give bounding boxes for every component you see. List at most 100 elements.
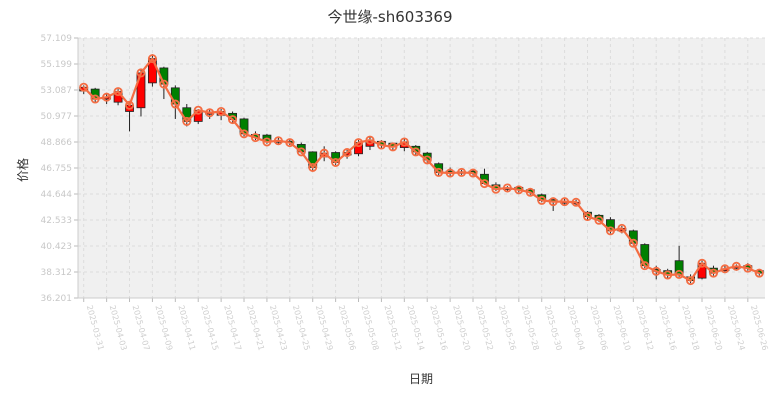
close-price-point — [296, 147, 306, 157]
x-tick-label: 2025-05-20 — [451, 304, 472, 351]
close-price-point — [491, 184, 501, 194]
close-price-point — [170, 99, 180, 109]
close-price-point — [445, 168, 455, 178]
close-price-point — [479, 179, 489, 189]
x-tick-label: 2025-04-29 — [314, 304, 335, 351]
x-axis-label: 日期 — [409, 372, 433, 386]
close-price-point — [434, 167, 444, 177]
close-price-point — [525, 187, 535, 197]
close-price-point — [640, 261, 650, 271]
close-price-line — [82, 57, 761, 282]
close-price-point — [285, 138, 295, 148]
close-price-point — [571, 197, 581, 207]
x-tick-label: 2025-04-09 — [153, 304, 174, 351]
x-tick-label: 2025-04-23 — [268, 304, 289, 351]
close-price-point — [193, 105, 203, 115]
x-tick-label: 2025-06-10 — [611, 304, 632, 351]
x-tick-label: 2025-05-26 — [497, 304, 518, 351]
close-price-point — [376, 140, 386, 150]
close-price-point — [102, 92, 112, 102]
close-price-point — [583, 212, 593, 222]
close-price-point — [731, 261, 741, 271]
close-price-point — [514, 185, 524, 195]
x-tick-label: 2025-05-30 — [543, 304, 564, 351]
close-price-point — [663, 270, 673, 280]
x-tick-label: 2025-06-12 — [634, 304, 655, 351]
x-tick-label: 2025-04-21 — [245, 304, 266, 351]
close-price-point — [502, 183, 512, 193]
close-price-point — [594, 215, 604, 225]
close-price-point — [365, 135, 375, 145]
x-tick-label: 2025-04-15 — [199, 304, 220, 351]
x-tick-label: 2025-05-22 — [474, 304, 495, 351]
close-price-point — [468, 168, 478, 178]
close-price-point — [628, 238, 638, 248]
close-price-point — [720, 264, 730, 274]
close-price-point — [617, 223, 627, 233]
close-price-point — [136, 68, 146, 78]
x-tick-label: 2025-06-18 — [680, 304, 701, 351]
x-tick-label: 2025-04-11 — [176, 304, 197, 351]
close-price-point — [113, 87, 123, 97]
x-tick-label: 2025-06-04 — [566, 304, 587, 351]
close-price-point — [216, 106, 226, 116]
close-price-point — [308, 162, 318, 172]
y-axis-label: 价格 — [15, 158, 30, 182]
close-price-point — [422, 155, 432, 165]
close-price-point — [331, 157, 341, 167]
x-tick-label: 2025-06-26 — [749, 304, 770, 351]
close-price-point — [273, 136, 283, 146]
y-tick-label: 53.087 — [41, 86, 73, 96]
y-tick-label: 46.755 — [41, 164, 73, 174]
x-tick-label: 2025-06-24 — [726, 304, 747, 351]
x-tick-label: 2025-06-06 — [589, 304, 610, 351]
y-tick-label: 57.109 — [41, 34, 73, 44]
x-tick-label: 2025-05-14 — [405, 304, 426, 351]
close-price-point — [697, 258, 707, 268]
close-price-point — [537, 195, 547, 205]
x-tick-label: 2025-05-16 — [428, 304, 449, 351]
close-price-point — [651, 266, 661, 276]
x-tick-label: 2025-04-07 — [131, 304, 152, 351]
close-price-point — [388, 142, 398, 152]
close-price-point — [354, 138, 364, 148]
x-tick-label: 2025-06-20 — [703, 304, 724, 351]
y-tick-label: 38.312 — [41, 268, 73, 278]
close-price-point — [457, 167, 467, 177]
close-price-point — [159, 79, 169, 89]
close-price-point — [743, 263, 753, 273]
plot-area: 57.109 55.199 53.087 50.977 48.866 46.755 44.6… — [41, 34, 770, 351]
close-price-point — [399, 137, 409, 147]
y-tick-label: 55.199 — [41, 60, 73, 70]
close-price-point — [205, 108, 215, 118]
y-tick-label: 48.866 — [41, 138, 73, 148]
close-price-point — [262, 137, 272, 147]
x-tick-label: 2025-06-16 — [657, 304, 678, 351]
close-price-point — [125, 100, 135, 110]
x-tick-label: 2025-04-17 — [222, 304, 243, 351]
close-price-point — [708, 268, 718, 278]
x-tick-label: 2025-04-03 — [108, 304, 129, 351]
close-price-point — [560, 197, 570, 207]
close-price-point — [79, 82, 89, 92]
x-tick-label: 2025-05-06 — [337, 304, 358, 351]
close-price-point — [182, 116, 192, 126]
chart-title: 今世缘-sh603369 — [328, 8, 453, 26]
close-price-point — [147, 54, 157, 64]
y-tick-label: 36.201 — [41, 294, 73, 304]
close-price-point — [319, 148, 329, 158]
close-price-point — [90, 94, 100, 104]
x-tick-label: 2025-04-25 — [291, 304, 312, 351]
close-price-point — [754, 268, 764, 278]
close-price-point — [239, 129, 249, 139]
y-tick-label: 44.644 — [41, 190, 73, 200]
close-price-point — [686, 276, 696, 286]
x-tick-label: 2025-05-08 — [360, 304, 381, 351]
close-price-point — [411, 147, 421, 157]
close-price-point — [605, 226, 615, 236]
x-tick-label: 2025-05-28 — [520, 304, 541, 351]
close-price-point — [228, 115, 238, 125]
y-tick-label: 42.533 — [41, 216, 73, 226]
